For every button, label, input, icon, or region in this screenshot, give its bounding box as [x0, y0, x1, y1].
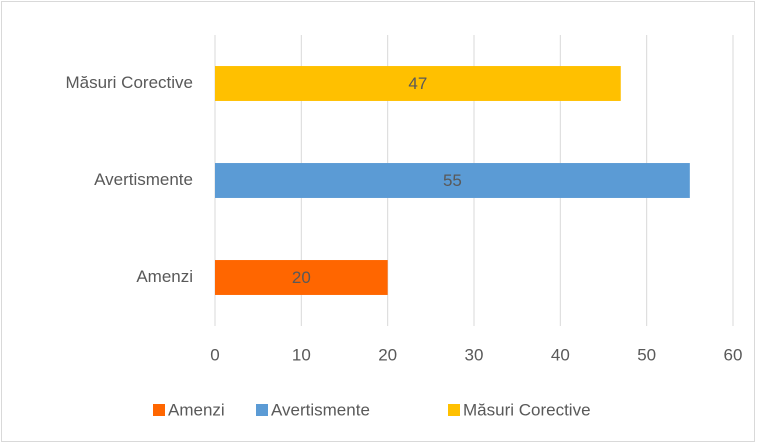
legend-label: Avertismente — [271, 400, 370, 419]
data-label: 47 — [408, 74, 427, 93]
y-tick-label: Amenzi — [136, 267, 193, 286]
x-tick-label: 50 — [637, 345, 656, 364]
legend-swatch — [153, 404, 165, 416]
legend-label: Măsuri Corective — [463, 400, 591, 419]
x-tick-label: 0 — [210, 345, 219, 364]
bar — [215, 66, 621, 101]
y-tick-label: Avertismente — [94, 170, 193, 189]
legend-swatch — [256, 404, 268, 416]
legend-swatch — [448, 404, 460, 416]
x-tick-label: 60 — [724, 345, 743, 364]
x-tick-label: 10 — [292, 345, 311, 364]
bar — [215, 260, 388, 295]
bar — [215, 163, 690, 198]
legend-label: Amenzi — [168, 400, 225, 419]
x-tick-label: 40 — [551, 345, 570, 364]
x-tick-label: 20 — [378, 345, 397, 364]
data-label: 20 — [292, 268, 311, 287]
data-label: 55 — [443, 171, 462, 190]
y-tick-label: Măsuri Corective — [65, 73, 193, 92]
x-tick-label: 30 — [465, 345, 484, 364]
